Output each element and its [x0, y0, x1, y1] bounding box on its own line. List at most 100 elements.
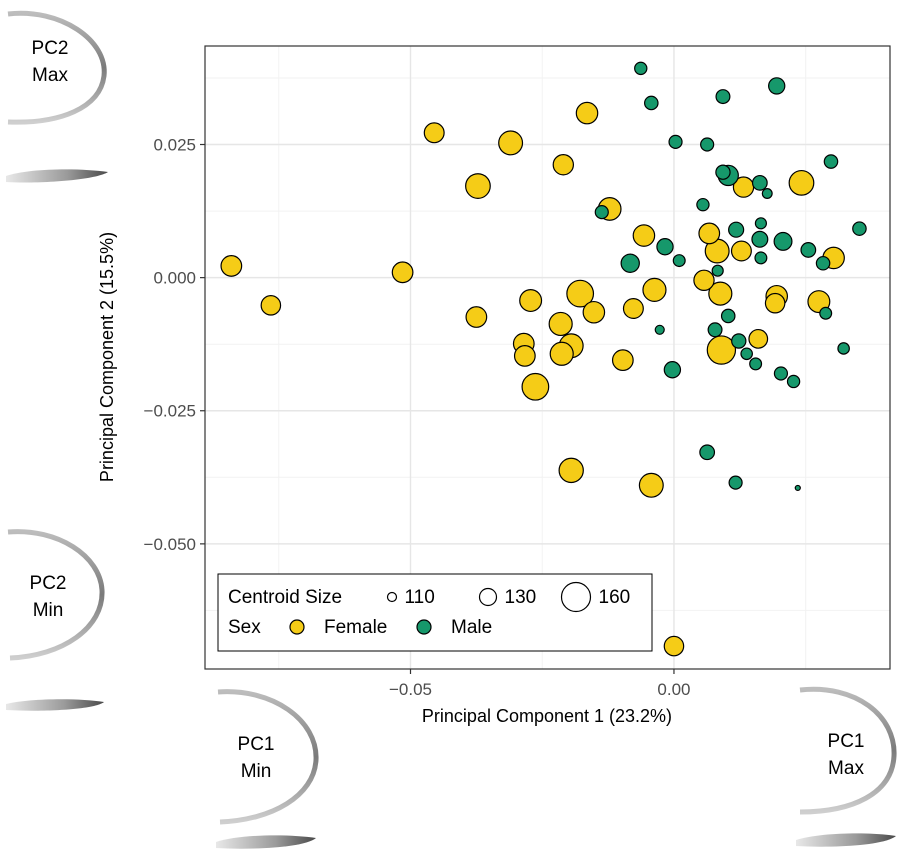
- point-male: [837, 342, 850, 355]
- point-male: [740, 347, 753, 361]
- pc2-max-bone-image: [6, 169, 108, 183]
- point-male: [656, 238, 674, 256]
- point-female: [708, 281, 733, 306]
- legend-box: [217, 573, 653, 652]
- point-female: [706, 335, 737, 365]
- legend-size-key: [386, 591, 398, 603]
- point-male: [672, 254, 686, 268]
- plot-border: [204, 45, 891, 670]
- point-male: [700, 137, 715, 152]
- point-male: [815, 255, 831, 271]
- pc1-min-bone-image: [216, 835, 316, 849]
- point-female: [642, 277, 667, 302]
- pc2-max-label-line1: PC2: [32, 38, 69, 59]
- legend-color-key: [289, 619, 305, 635]
- point-male: [707, 322, 723, 338]
- point-male: [699, 444, 716, 461]
- point-male: [715, 89, 731, 105]
- point-female: [465, 173, 491, 199]
- point-male: [754, 251, 768, 265]
- point-female: [748, 328, 769, 349]
- point-female: [764, 292, 786, 314]
- pc2-min-label-line2: Min: [33, 600, 64, 621]
- point-male: [728, 221, 745, 238]
- pc1-min-label-line1: PC1: [238, 734, 275, 755]
- point-male: [800, 242, 817, 258]
- legend-size-entries: 110 130 160: [386, 581, 631, 613]
- y-tick-label: −0.050: [144, 535, 196, 554]
- point-male: [663, 361, 682, 379]
- x-tick-label: −0.05: [389, 680, 432, 699]
- legend-size-key: [478, 587, 498, 607]
- point-male: [773, 366, 789, 381]
- point-male: [634, 61, 648, 76]
- pc1-min-shapes: PC1 Min: [216, 689, 319, 849]
- legend-color-entries: Female Male: [289, 617, 492, 638]
- pc1-max-shapes: PC1 Max: [796, 686, 897, 847]
- legend-size-label: 160: [599, 587, 631, 608]
- point-female: [622, 298, 644, 320]
- pc2-min-bone-image: [6, 699, 104, 711]
- point-male: [751, 230, 769, 248]
- legend-size-label: 110: [405, 587, 435, 608]
- y-axis-title: Principal Component 2 (15.5%): [97, 232, 117, 482]
- pc2-min-label-line1: PC2: [30, 573, 67, 594]
- point-female: [498, 130, 524, 156]
- legend-color-title: Sex: [228, 617, 261, 638]
- point-female: [552, 154, 575, 176]
- y-tick-label: 0.000: [153, 269, 196, 288]
- point-female: [391, 261, 414, 284]
- x-axis-title: Principal Component 1 (23.2%): [422, 706, 672, 726]
- x-tick-labels: −0.05 0.00: [389, 669, 691, 699]
- point-female: [788, 169, 815, 196]
- point-male: [696, 197, 710, 212]
- point-female: [521, 372, 550, 401]
- point-female: [730, 240, 752, 262]
- point-male: [773, 231, 793, 251]
- point-male: [819, 306, 833, 320]
- point-female: [638, 472, 664, 498]
- scatter-points: [220, 61, 867, 657]
- y-tick-label: −0.025: [144, 402, 196, 421]
- pc2-max-arc-image: [7, 10, 107, 125]
- point-male: [761, 187, 773, 199]
- point-male: [644, 95, 659, 111]
- pc2-max-label-line2: Max: [32, 65, 68, 86]
- plot-panel: [205, 46, 890, 669]
- point-female: [548, 311, 573, 337]
- point-male: [794, 484, 801, 492]
- point-male: [620, 253, 640, 273]
- point-male: [594, 205, 609, 220]
- point-male: [754, 217, 768, 230]
- point-female: [611, 349, 634, 372]
- point-male: [711, 264, 724, 277]
- point-male: [720, 308, 736, 324]
- point-male: [749, 357, 763, 371]
- pc1-min-label-line2: Min: [241, 761, 272, 782]
- point-female: [693, 269, 715, 291]
- y-tick-label: 0.025: [153, 136, 196, 155]
- point-female: [632, 224, 656, 247]
- point-female: [575, 101, 599, 125]
- legend-color-label: Female: [324, 617, 387, 638]
- point-male: [654, 324, 665, 335]
- point-male: [728, 475, 743, 490]
- legend-color-key: [416, 619, 432, 635]
- point-male: [852, 221, 867, 236]
- point-female: [558, 457, 584, 484]
- legend-size-label: 130: [505, 587, 537, 608]
- point-female: [549, 341, 574, 366]
- point-male: [668, 134, 683, 149]
- point-female: [582, 300, 606, 324]
- point-female: [698, 222, 721, 245]
- pc1-max-arc-image: [799, 686, 897, 815]
- point-male: [786, 374, 801, 389]
- point-female: [220, 255, 243, 277]
- pc1-min-arc-image: [217, 689, 319, 825]
- y-tick-labels: 0.025 0.000 −0.025 −0.050: [144, 136, 205, 554]
- point-male: [768, 77, 786, 95]
- legend-size-key: [560, 581, 592, 613]
- legend-color-label: Male: [451, 617, 492, 638]
- pc1-max-label-line1: PC1: [828, 731, 865, 752]
- point-male: [751, 174, 768, 191]
